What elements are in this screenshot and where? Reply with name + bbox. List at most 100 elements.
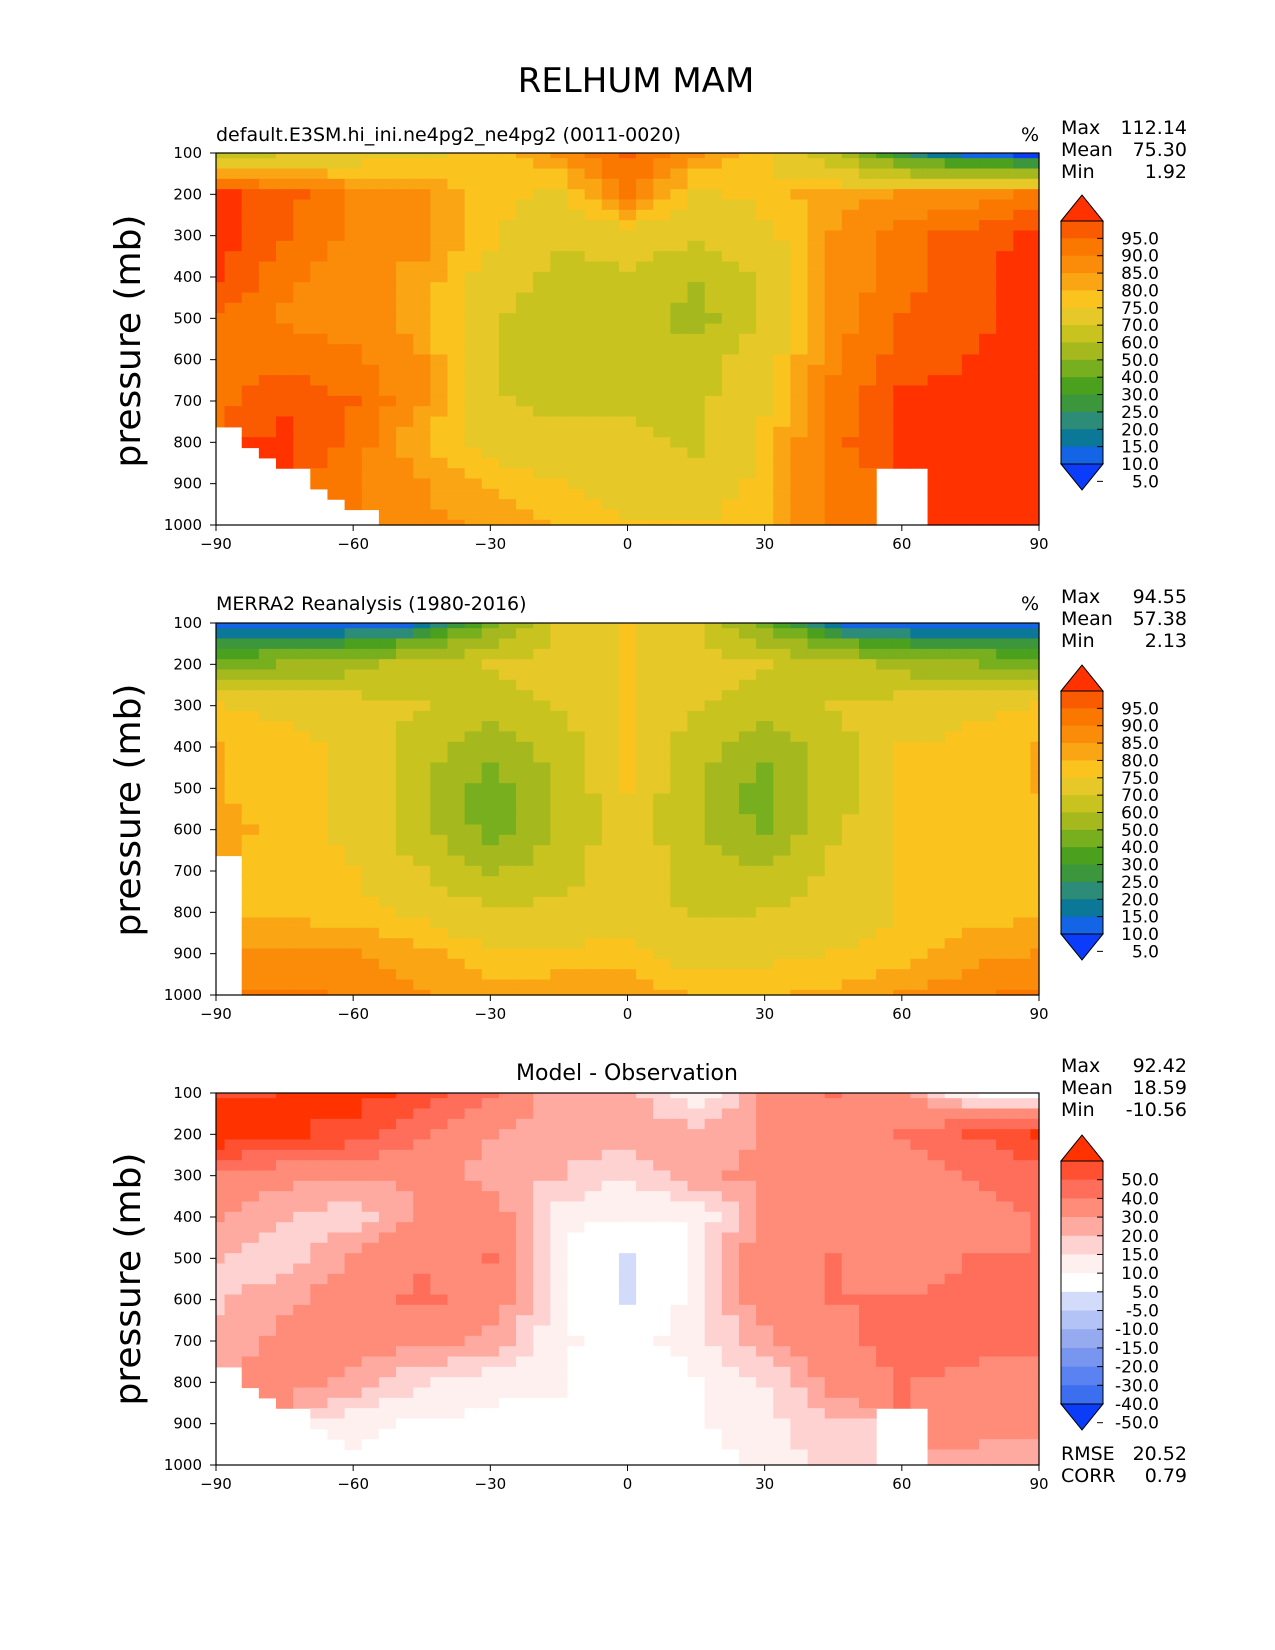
colorbar-segment: [1061, 777, 1103, 796]
contour-cell: [241, 814, 260, 826]
contour-cell: [841, 178, 860, 190]
contour-cell: [653, 948, 671, 960]
contour-cell: [824, 865, 843, 877]
contour-cell: [310, 1304, 329, 1316]
contour-cell: [704, 282, 723, 294]
contour-cell: [824, 261, 843, 273]
contour-cell: [876, 896, 894, 908]
contour-cell: [241, 1273, 260, 1285]
contour-cell: [241, 845, 260, 857]
contour-cell: [550, 333, 569, 345]
contour-cell: [310, 659, 329, 671]
contour-cell: [241, 1211, 260, 1223]
contour-cell: [447, 1191, 466, 1203]
contour-cell: [927, 1335, 946, 1347]
contour-cell: [550, 478, 569, 490]
contour-cell: [430, 752, 449, 764]
colorbar-segment: [1061, 916, 1103, 935]
contour-cell: [241, 731, 260, 743]
contour-cell: [516, 648, 534, 660]
contour-cell: [1030, 1325, 1040, 1337]
contour-cell: [361, 1160, 380, 1172]
contour-cell: [516, 783, 534, 795]
contour-cell: [293, 721, 311, 733]
contour-cell: [447, 1253, 466, 1265]
contour-cell: [396, 261, 414, 273]
contour-cell: [927, 364, 946, 376]
contour-cell: [293, 669, 311, 681]
contour-cell: [807, 1273, 826, 1285]
contour-cell: [396, 354, 414, 366]
contour-cell: [858, 1263, 877, 1275]
contour-cell: [636, 783, 654, 795]
contour-cell: [224, 1294, 243, 1306]
contour-cell: [327, 834, 346, 846]
contour-cell: [996, 153, 1014, 159]
contour-cell: [344, 1170, 363, 1182]
contour-cell: [670, 896, 689, 908]
contour-cell: [773, 499, 791, 511]
contour-cell: [670, 1304, 689, 1316]
contour-cell: [258, 741, 277, 753]
contour-cell: [601, 282, 620, 294]
contour-cell: [533, 824, 551, 836]
contour-cell: [293, 354, 311, 366]
contour-cell: [327, 323, 346, 335]
contour-cell: [721, 969, 740, 981]
contour-cell: [807, 1232, 826, 1244]
contour-cell: [858, 845, 877, 857]
contour-cell: [704, 979, 723, 991]
contour-cell: [1013, 447, 1032, 459]
contour-cell: [824, 240, 843, 252]
contour-cell: [824, 385, 843, 397]
contour-cell: [241, 1191, 260, 1203]
contour-cell: [910, 762, 929, 774]
contour-cell: [413, 1149, 431, 1161]
contour-cell: [601, 638, 620, 650]
contour-cell: [858, 406, 877, 418]
contour-cell: [584, 375, 603, 387]
contour-cell: [216, 1098, 226, 1110]
contour-cell: [687, 958, 706, 970]
contour-cell: [550, 793, 569, 805]
contour-cell: [533, 927, 551, 939]
contour-cell: [241, 251, 260, 263]
contour-cell: [310, 230, 329, 242]
contour-cell: [344, 1108, 363, 1120]
contour-cell: [310, 468, 329, 480]
contour-cell: [978, 437, 997, 449]
contour-cell: [738, 1304, 757, 1316]
contour-cell: [687, 282, 706, 294]
contour-cell: [927, 690, 946, 702]
contour-cell: [721, 220, 740, 232]
contour-cell: [550, 628, 569, 640]
contour-cell: [773, 168, 791, 180]
contour-cell: [550, 1284, 569, 1296]
contour-cell: [927, 1242, 946, 1254]
contour-cell: [567, 333, 586, 345]
contour-cell: [824, 189, 843, 201]
contour-cell: [378, 1294, 397, 1306]
contour-cell: [378, 1222, 397, 1234]
contour-cell: [961, 153, 980, 159]
contour-cell: [601, 1242, 620, 1254]
contour-cell: [670, 623, 689, 629]
contour-cell: [464, 927, 483, 939]
contour-cell: [533, 271, 551, 283]
contour-cell: [670, 282, 689, 294]
contour-cell: [447, 741, 466, 753]
contour-cell: [361, 251, 380, 263]
contour-cell: [738, 168, 757, 180]
contour-cell: [567, 824, 586, 836]
contour-cell: [310, 1129, 329, 1141]
contour-cell: [430, 178, 449, 190]
contour-cell: [670, 731, 689, 743]
contour-cell: [310, 648, 329, 660]
contour-cell: [978, 1346, 997, 1358]
contour-cell: [550, 814, 569, 826]
contour-cell: [876, 1263, 894, 1275]
contour-cell: [841, 220, 860, 232]
contour-cell: [430, 468, 449, 480]
contour-cell: [670, 710, 689, 722]
contour-cell: [978, 679, 997, 691]
